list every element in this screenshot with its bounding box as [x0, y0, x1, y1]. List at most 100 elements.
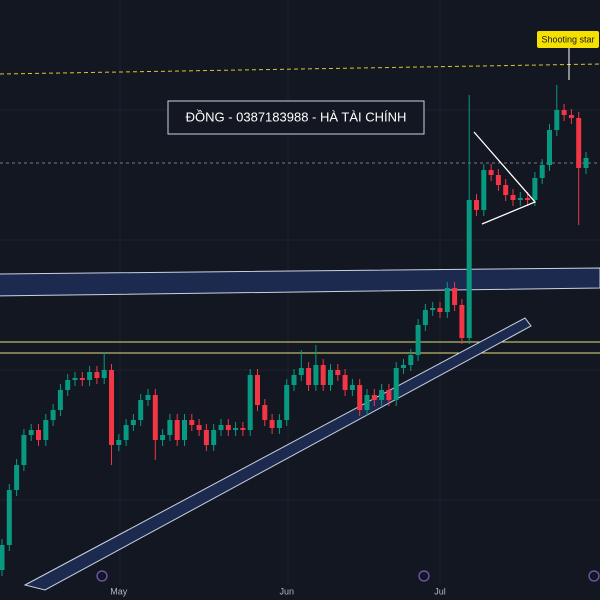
candle-body: [50, 410, 56, 420]
candle-body: [349, 385, 355, 390]
event-icon: [96, 570, 108, 582]
candle-body: [510, 195, 516, 200]
candle-body: [474, 200, 479, 210]
candle-body: [488, 170, 494, 175]
candle-body: [255, 375, 260, 405]
candle-body: [393, 368, 399, 400]
event-icon: [418, 570, 430, 582]
candle-body: [437, 308, 443, 312]
candle-body: [320, 365, 326, 385]
candle-body: [211, 430, 217, 445]
resistance-line: [0, 63, 600, 75]
candle-body: [561, 110, 567, 115]
candle-body: [174, 420, 180, 440]
candle-body: [160, 435, 166, 440]
candle-body: [291, 375, 297, 385]
triangle-pattern: [473, 131, 537, 225]
candle-body: [532, 178, 538, 200]
candle-body: [109, 370, 114, 445]
candle-body: [444, 288, 450, 312]
banner-text: ĐỒNG - 0387183988 - HÀ TÀI CHÍNH: [186, 109, 407, 124]
candle-body: [459, 305, 465, 338]
candle-body: [386, 390, 392, 400]
candle-body: [306, 368, 312, 385]
candle-body: [28, 430, 34, 435]
candle-body: [36, 430, 41, 440]
candle-body: [517, 198, 523, 200]
candle-body: [547, 130, 552, 165]
candle-body: [554, 110, 560, 130]
candle-body: [79, 378, 85, 380]
candle-body: [116, 440, 122, 445]
candle-body: [342, 375, 348, 390]
candle-body: [145, 395, 151, 400]
candle-body: [14, 465, 20, 490]
candle-body: [583, 158, 589, 168]
candle-body: [225, 425, 231, 430]
supply-zone: [0, 267, 600, 297]
candle-body: [196, 425, 202, 430]
banner-box: [167, 100, 425, 135]
candle-body: [357, 385, 363, 410]
candle-body: [123, 425, 129, 440]
candle-body: [262, 405, 268, 420]
candle-body: [525, 198, 531, 200]
candles: [0, 85, 589, 576]
candle-body: [371, 395, 377, 400]
candle-body: [576, 118, 582, 168]
x-tick-label: May: [110, 586, 128, 596]
candle-body: [130, 420, 136, 425]
candle-body: [233, 428, 239, 430]
shooting-star-box: [537, 31, 599, 48]
candle-body: [43, 420, 49, 440]
candle-body: [379, 390, 385, 400]
candle-body: [430, 308, 436, 310]
candle-body: [269, 420, 275, 428]
candle-body: [466, 200, 472, 338]
candle-body: [503, 185, 509, 195]
candle-body: [6, 490, 12, 545]
event-icons: [96, 570, 600, 582]
shooting-star-label: Shooting star: [541, 34, 594, 44]
candle-body: [495, 175, 501, 185]
event-icon: [588, 570, 600, 582]
candle-body: [539, 165, 545, 178]
candle-body: [335, 370, 341, 375]
candle-body: [72, 378, 78, 380]
support-zone: [0, 341, 600, 354]
x-tick-label: Jul: [434, 586, 446, 596]
candle-body: [101, 370, 107, 378]
candle-body: [408, 355, 414, 365]
candle-body: [138, 400, 144, 420]
candle-body: [218, 425, 224, 430]
candle-body: [57, 390, 63, 410]
candle-body: [65, 380, 71, 390]
candle-body: [422, 310, 428, 325]
x-tick-label: Jun: [279, 586, 294, 596]
candle-body: [284, 385, 290, 420]
candle-body: [481, 170, 487, 210]
candle-body: [364, 395, 370, 410]
candle-body: [94, 372, 100, 378]
candle-body: [328, 370, 333, 385]
candle-body: [452, 288, 458, 305]
candle-body: [568, 115, 574, 118]
candle-body: [203, 430, 209, 445]
candle-body: [298, 368, 304, 375]
candle-body: [182, 420, 187, 440]
candle-body: [189, 420, 195, 425]
candle-body: [247, 375, 253, 430]
candle-body: [276, 420, 282, 428]
candle-body: [415, 325, 421, 355]
candle-body: [87, 372, 93, 380]
candle-body: [152, 395, 158, 440]
candle-body: [240, 428, 246, 430]
candle-body: [0, 545, 5, 570]
candle-body: [313, 365, 319, 385]
candle-body: [401, 365, 406, 368]
candle-body: [21, 435, 27, 465]
candle-body: [167, 420, 173, 435]
